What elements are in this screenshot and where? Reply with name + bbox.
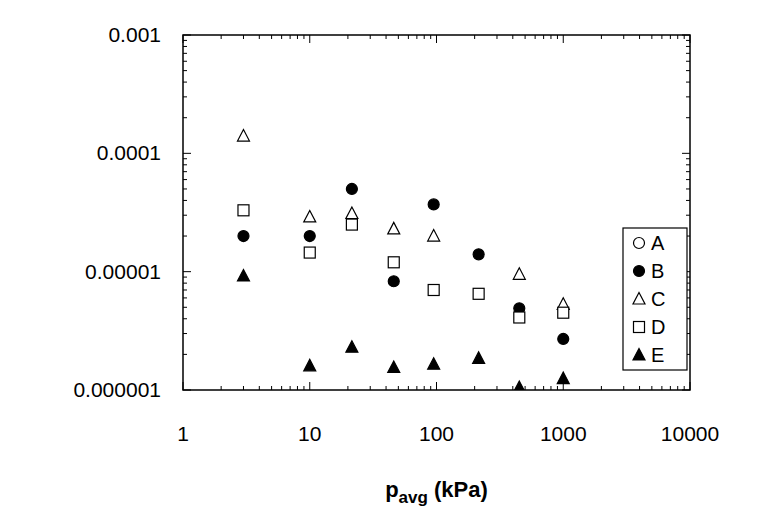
chart: 1 10 100 1000 10000 0.000001 0.00001 0.0001 0.00… (0, 0, 771, 524)
legend-label: B (651, 260, 664, 282)
legend-marker (634, 266, 645, 277)
point (304, 247, 315, 258)
point (304, 359, 316, 371)
y-tick (183, 153, 191, 154)
y-tick (682, 153, 690, 154)
point (237, 130, 249, 142)
legend-label: D (651, 316, 665, 338)
point (346, 341, 358, 353)
point (428, 230, 440, 242)
x-tick-label: 10 (298, 422, 321, 445)
x-axis-label-part: p (385, 477, 398, 502)
point (558, 307, 569, 318)
point (558, 333, 569, 344)
x-tick (436, 382, 437, 390)
legend-label: E (651, 344, 664, 366)
point (388, 222, 400, 234)
point (238, 231, 249, 242)
point (346, 183, 357, 194)
point (513, 381, 525, 390)
point (473, 288, 484, 299)
x-axis-label-sub: avg (399, 488, 428, 507)
x-tick (563, 35, 564, 43)
point (428, 358, 440, 370)
point (346, 219, 357, 230)
legend-marker (633, 293, 645, 305)
y-tick-label: 0.000001 (73, 378, 161, 401)
point (237, 269, 249, 281)
x-tick-label: 100 (419, 422, 454, 445)
point (473, 249, 484, 260)
point (428, 199, 439, 210)
point (388, 276, 399, 287)
point (473, 352, 485, 364)
point (304, 210, 316, 222)
background (0, 0, 771, 524)
y-tick-label: 0.001 (108, 23, 161, 46)
point (428, 284, 439, 295)
point (388, 361, 400, 373)
point (557, 372, 569, 384)
point (238, 205, 249, 216)
x-tick (309, 382, 310, 390)
data-points (237, 130, 569, 390)
x-axis-label: pavg (kPa) (385, 477, 488, 507)
x-tick-label: 1 (177, 422, 189, 445)
x-tick-label: 10000 (661, 422, 719, 445)
legend-marker (634, 238, 645, 249)
point (346, 207, 358, 219)
point (304, 231, 315, 242)
y-tick-label: 0.00001 (85, 260, 161, 283)
legend-box (623, 228, 687, 370)
x-tick (309, 35, 310, 43)
legend-marker (633, 349, 645, 361)
legend-label: C (651, 288, 665, 310)
legend-label: A (651, 232, 665, 254)
legend-marker (634, 322, 645, 333)
y-tick (183, 271, 191, 272)
legend: ABCDE (623, 228, 687, 370)
x-tick (436, 35, 437, 43)
x-tick-label: 1000 (540, 422, 587, 445)
point (513, 268, 525, 280)
point (514, 312, 525, 323)
plot-frame (183, 35, 690, 390)
point (388, 257, 399, 268)
x-axis-label-part: (kPa) (428, 477, 488, 502)
y-tick-label: 0.0001 (97, 141, 161, 164)
